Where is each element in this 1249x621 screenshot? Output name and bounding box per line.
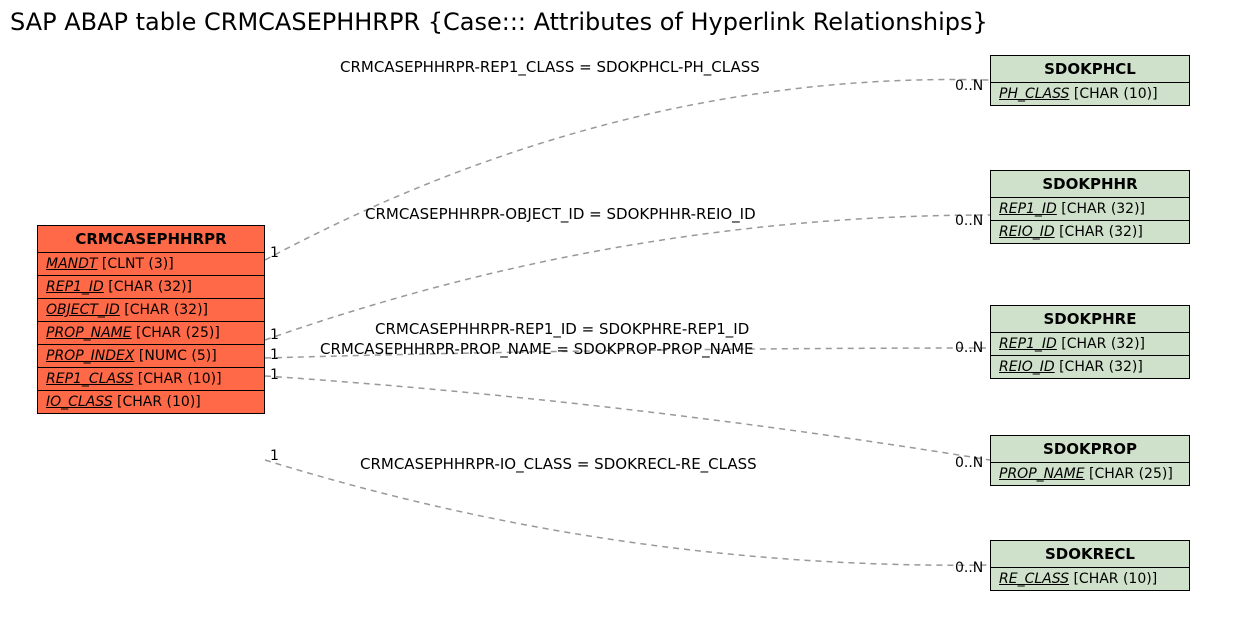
- field-type: [CHAR (32)]: [104, 279, 192, 295]
- field-type: [CHAR (32)]: [120, 302, 208, 318]
- relationship-edge: [265, 376, 990, 460]
- entity-field-row: PROP_INDEX [NUMC (5)]: [38, 345, 264, 368]
- field-name: REP1_ID: [46, 279, 104, 295]
- field-name: OBJECT_ID: [46, 302, 120, 318]
- field-name: PROP_INDEX: [46, 348, 134, 364]
- field-type: [CHAR (32)]: [1055, 359, 1143, 375]
- cardinality-source: 1: [270, 448, 279, 464]
- ref-entity: SDOKPHHRREP1_ID [CHAR (32)]REIO_ID [CHAR…: [990, 170, 1190, 244]
- entity-field-row: REP1_ID [CHAR (32)]: [991, 198, 1189, 221]
- cardinality-dest: 0..N: [955, 78, 983, 94]
- field-type: [CHAR (10)]: [1069, 571, 1157, 587]
- cardinality-dest: 0..N: [955, 560, 983, 576]
- field-type: [CHAR (32)]: [1057, 201, 1145, 217]
- ref-entity: SDOKRECLRE_CLASS [CHAR (10)]: [990, 540, 1190, 591]
- field-name: REP1_ID: [999, 201, 1057, 217]
- diagram-title: SAP ABAP table CRMCASEPHHRPR {Case::: At…: [10, 8, 988, 36]
- ref-entity: SDOKPROPPROP_NAME [CHAR (25)]: [990, 435, 1190, 486]
- field-type: [CHAR (10)]: [1069, 86, 1157, 102]
- main-entity: CRMCASEPHHRPRMANDT [CLNT (3)]REP1_ID [CH…: [37, 225, 265, 414]
- ref-entity: SDOKPHCLPH_CLASS [CHAR (10)]: [990, 55, 1190, 106]
- entity-header: CRMCASEPHHRPR: [38, 226, 264, 253]
- cardinality-dest: 0..N: [955, 340, 983, 356]
- field-name: REP1_CLASS: [46, 371, 133, 387]
- entity-field-row: RE_CLASS [CHAR (10)]: [991, 568, 1189, 590]
- field-name: PROP_NAME: [46, 325, 132, 341]
- relationship-edge: [265, 460, 990, 565]
- entity-field-row: REIO_ID [CHAR (32)]: [991, 221, 1189, 243]
- entity-field-row: OBJECT_ID [CHAR (32)]: [38, 299, 264, 322]
- entity-header: SDOKPHRE: [991, 306, 1189, 333]
- relationship-edge: [265, 80, 990, 261]
- relationship-label: CRMCASEPHHRPR-IO_CLASS = SDOKRECL-RE_CLA…: [360, 455, 757, 473]
- field-type: [NUMC (5)]: [134, 348, 216, 364]
- entity-field-row: PROP_NAME [CHAR (25)]: [991, 463, 1189, 485]
- entity-header: SDOKPHCL: [991, 56, 1189, 83]
- cardinality-source: 1: [270, 367, 279, 383]
- field-name: REIO_ID: [999, 359, 1055, 375]
- entity-field-row: REP1_ID [CHAR (32)]: [991, 333, 1189, 356]
- field-type: [CHAR (10)]: [133, 371, 221, 387]
- field-type: [CHAR (25)]: [132, 325, 220, 341]
- entity-header: SDOKPROP: [991, 436, 1189, 463]
- field-name: MANDT: [46, 256, 97, 272]
- entity-header: SDOKRECL: [991, 541, 1189, 568]
- ref-entity: SDOKPHREREP1_ID [CHAR (32)]REIO_ID [CHAR…: [990, 305, 1190, 379]
- cardinality-dest: 0..N: [955, 213, 983, 229]
- relationship-label: CRMCASEPHHRPR-OBJECT_ID = SDOKPHHR-REIO_…: [365, 205, 756, 223]
- field-type: [CHAR (32)]: [1057, 336, 1145, 352]
- field-name: IO_CLASS: [46, 394, 113, 410]
- field-type: [CLNT (3)]: [97, 256, 173, 272]
- entity-field-row: REIO_ID [CHAR (32)]: [991, 356, 1189, 378]
- field-type: [CHAR (10)]: [113, 394, 201, 410]
- entity-field-row: REP1_ID [CHAR (32)]: [38, 276, 264, 299]
- field-name: RE_CLASS: [999, 571, 1069, 587]
- relationship-label: CRMCASEPHHRPR-REP1_CLASS = SDOKPHCL-PH_C…: [340, 58, 760, 76]
- cardinality-source: 1: [270, 327, 279, 343]
- field-name: REP1_ID: [999, 336, 1057, 352]
- entity-field-row: IO_CLASS [CHAR (10)]: [38, 391, 264, 413]
- entity-header: SDOKPHHR: [991, 171, 1189, 198]
- cardinality-source: 1: [270, 347, 279, 363]
- relationship-label: CRMCASEPHHRPR-PROP_NAME = SDOKPROP-PROP_…: [320, 340, 754, 358]
- cardinality-dest: 0..N: [955, 455, 983, 471]
- entity-field-row: PH_CLASS [CHAR (10)]: [991, 83, 1189, 105]
- entity-field-row: MANDT [CLNT (3)]: [38, 253, 264, 276]
- relationship-label: CRMCASEPHHRPR-REP1_ID = SDOKPHRE-REP1_ID: [375, 320, 749, 338]
- entity-field-row: PROP_NAME [CHAR (25)]: [38, 322, 264, 345]
- field-name: PROP_NAME: [999, 466, 1085, 482]
- field-name: REIO_ID: [999, 224, 1055, 240]
- field-type: [CHAR (25)]: [1085, 466, 1173, 482]
- field-type: [CHAR (32)]: [1055, 224, 1143, 240]
- entity-field-row: REP1_CLASS [CHAR (10)]: [38, 368, 264, 391]
- cardinality-source: 1: [270, 245, 279, 261]
- field-name: PH_CLASS: [999, 86, 1069, 102]
